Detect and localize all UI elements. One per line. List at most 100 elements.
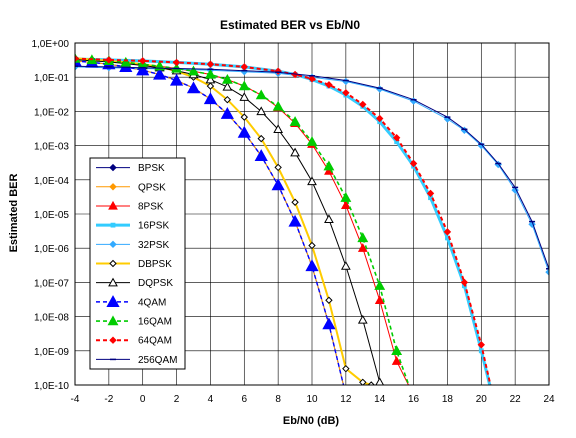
data-point-16psk: [445, 235, 450, 241]
data-point-dbpsk: [342, 364, 350, 373]
legend-label-256qam: 256QAM: [138, 355, 177, 366]
data-point-8psk: [374, 295, 385, 305]
data-point-dqpsk: [290, 147, 300, 157]
data-point-64qam: [392, 134, 401, 142]
y-tick-label: 1,0E+00: [31, 39, 69, 50]
data-point-16qam: [238, 80, 250, 91]
data-point-16qam: [255, 89, 267, 100]
data-point-4qam: [220, 107, 234, 119]
data-point-16qam: [391, 345, 403, 355]
y-tick-label: 1,0E-02: [34, 107, 69, 118]
y-tick-label: 1,0E-03: [34, 142, 69, 153]
data-point-dqpsk: [357, 314, 368, 324]
legend-item-qpsk: QPSK: [96, 182, 166, 193]
y-tick-label: 1,0E-08: [34, 313, 69, 324]
data-point-dbpsk: [325, 296, 333, 304]
data-point-64qam: [75, 54, 79, 63]
legend: BPSK QPSK 8PSK 16PSK 32PSK DBPSK DQPSK 4QAM 16QA…: [89, 157, 186, 370]
legend-marker-64qam: [109, 336, 117, 344]
legend-marker-dbpsk: [109, 259, 117, 268]
data-point-4qam: [288, 214, 302, 227]
y-tick-label: 1,0E-04: [34, 176, 69, 187]
data-point-4qam: [203, 92, 218, 105]
data-point-64qam: [460, 278, 469, 287]
legend-label-qpsk: QPSK: [138, 182, 166, 193]
data-point-dqpsk: [375, 377, 385, 385]
data-point-dbpsk: [206, 82, 215, 90]
data-point-16qam: [289, 116, 301, 126]
x-tick-label: 24: [543, 394, 555, 405]
x-tick-label: 12: [340, 394, 352, 405]
data-point-16qam: [323, 160, 335, 171]
data-point-64qam: [206, 60, 215, 68]
data-point-64qam: [240, 63, 248, 71]
data-point-64qam: [409, 159, 418, 168]
data-point-dqpsk: [273, 124, 284, 134]
data-point-64qam: [443, 228, 452, 236]
data-point-dqpsk: [205, 74, 216, 84]
x-tick-label: 20: [476, 394, 488, 405]
legend-marker-32psk: [109, 240, 117, 249]
legend-item-dbpsk: DBPSK: [96, 259, 172, 270]
data-point-16qam: [306, 136, 318, 146]
data-point-8psk: [391, 356, 402, 365]
legend-marker-qpsk: [109, 183, 117, 191]
data-point-16qam: [221, 73, 233, 84]
data-point-dbpsk: [308, 241, 316, 250]
legend-item-dqpsk: DQPSK: [96, 277, 173, 289]
data-point-dbpsk: [223, 95, 232, 104]
x-tick-label: 16: [408, 394, 420, 405]
data-point-dqpsk: [239, 92, 250, 101]
y-tick-labels: 1,0E+00 1,0E-01 1,0E-02 1,0E-03 1,0E-04 1,0E-…: [31, 39, 69, 392]
series-group: [75, 52, 549, 385]
data-point-64qam: [376, 114, 384, 123]
y-tick-label: 1,0E-09: [34, 347, 69, 358]
series-64qam: [75, 54, 492, 385]
legend-marker-8psk: [108, 200, 118, 210]
data-point-4qam: [322, 317, 336, 330]
x-tick-labels: -4 -2 0 2 4 6 8 10 12 14 16 18 20 22 24: [71, 394, 555, 405]
data-point-dbpsk: [240, 113, 248, 121]
x-tick-label: 6: [242, 394, 248, 405]
legend-label-8psk: 8PSK: [138, 201, 164, 212]
data-point-16qam: [340, 192, 352, 202]
data-point-64qam: [139, 57, 147, 65]
legend-label-16psk: 16PSK: [138, 221, 169, 232]
series-256qam: [75, 65, 549, 270]
data-point-16qam: [374, 280, 386, 290]
y-tick-label: 1,0E-07: [34, 278, 69, 289]
data-point-8psk: [357, 243, 368, 252]
x-tick-label: 4: [208, 394, 214, 405]
data-point-dqpsk: [340, 261, 351, 270]
plot-frame: [74, 42, 550, 386]
data-point-4qam: [254, 149, 268, 161]
data-point-4qam: [271, 178, 285, 191]
series-line-256qam: [75, 65, 549, 269]
data-point-16qam: [204, 68, 216, 79]
data-point-dbpsk: [291, 198, 299, 206]
legend-label-4qam: 4QAM: [138, 297, 166, 308]
data-point-4qam: [169, 73, 184, 86]
legend-label-16qam: 16QAM: [138, 317, 172, 328]
legend-item-256qam: 256QAM: [96, 355, 177, 366]
data-point-64qam: [426, 189, 435, 198]
data-point-16qam: [188, 65, 199, 76]
data-point-dqpsk: [256, 106, 267, 116]
legend-marker-16psk: [110, 222, 116, 228]
legend-marker-4qam: [106, 295, 120, 307]
data-point-dqpsk: [222, 81, 233, 91]
data-point-4qam: [305, 259, 319, 272]
data-point-64qam: [172, 58, 181, 67]
data-point-4qam: [186, 81, 201, 94]
legend-label-dqpsk: DQPSK: [138, 278, 173, 289]
x-tick-label: 8: [275, 394, 281, 405]
legend-marker-16qam: [107, 315, 119, 326]
data-point-64qam: [359, 100, 367, 109]
data-point-64qam: [308, 75, 316, 83]
data-point-16qam: [120, 56, 132, 67]
legend-item-4qam: 4QAM: [96, 295, 166, 308]
data-point-16psk: [478, 348, 484, 354]
legend-item-bpsk: BPSK: [96, 163, 165, 174]
x-tick-label: 10: [306, 394, 318, 405]
